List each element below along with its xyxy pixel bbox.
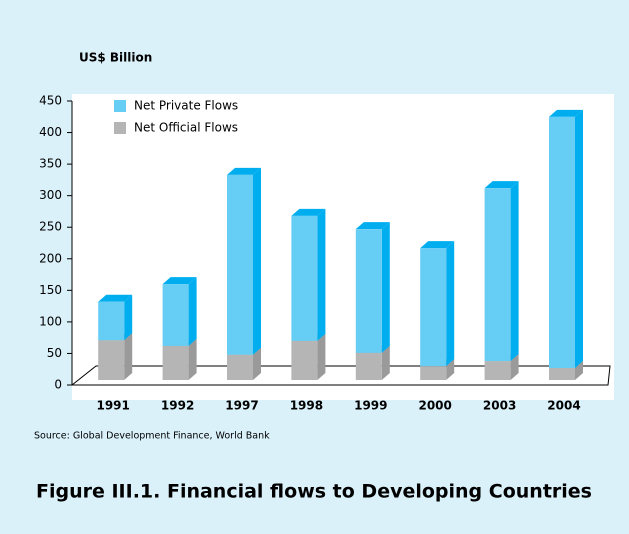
bar — [162, 345, 189, 380]
bar — [484, 361, 511, 380]
bar — [355, 352, 382, 380]
y-tick-label: 300 — [39, 188, 62, 202]
x-tick-label: 2003 — [483, 399, 516, 413]
x-tick-label: 2004 — [547, 399, 580, 413]
bar — [355, 229, 382, 353]
bar — [162, 284, 189, 346]
x-tick-label: 1999 — [354, 399, 387, 413]
bar-side — [124, 294, 133, 341]
bar-side — [381, 345, 390, 380]
x-tick-label: 1991 — [96, 399, 129, 413]
bar-side — [253, 347, 261, 380]
bar-top — [98, 294, 133, 302]
bar-side — [381, 222, 390, 353]
y-tick-label: 150 — [39, 283, 62, 297]
y-tick-label: 0 — [54, 378, 62, 392]
bar-side — [446, 241, 455, 367]
bar — [291, 340, 318, 380]
bar-side — [188, 338, 197, 380]
y-tick-label: 350 — [39, 157, 62, 171]
x-tick-label: 2000 — [418, 399, 451, 413]
bar-side — [575, 109, 583, 369]
bar-top — [549, 109, 583, 117]
bar — [98, 301, 125, 341]
bar — [420, 248, 447, 367]
bar-side — [446, 359, 455, 380]
bar-side — [575, 361, 583, 380]
bar-side — [188, 277, 197, 346]
y-tick-label: 200 — [39, 251, 62, 265]
y-tick-label: 50 — [47, 346, 62, 360]
bar — [227, 174, 253, 355]
legend-label: Net Private Flows — [134, 99, 238, 113]
y-tick-label: 250 — [39, 220, 62, 234]
x-tick-label: 1997 — [225, 399, 258, 413]
bar — [291, 215, 318, 341]
y-tick-label: 450 — [39, 94, 62, 108]
chart-title: Figure III.1. Financial flows to Develop… — [36, 481, 592, 503]
bar-top — [484, 181, 519, 189]
bar — [549, 116, 575, 369]
bar-top — [227, 167, 261, 175]
bar-side — [253, 167, 261, 355]
bar-side — [510, 181, 519, 362]
bar-side — [124, 333, 133, 380]
legend-swatch — [114, 100, 126, 112]
y-tick-label: 100 — [39, 314, 62, 328]
floor — [70, 365, 611, 386]
bar — [98, 340, 125, 380]
bar — [227, 354, 253, 380]
bar-top — [355, 222, 390, 230]
bar-top — [291, 208, 326, 216]
y-axis-label: US$ Billion — [79, 51, 152, 65]
source: Source: Global Development Finance, Worl… — [34, 431, 270, 442]
bar-top — [420, 241, 455, 249]
bar-top — [162, 277, 197, 285]
bar — [484, 188, 511, 362]
x-tick-label: 1992 — [161, 399, 194, 413]
y-tick-label: 400 — [39, 125, 62, 139]
bar-side — [510, 354, 519, 380]
bar — [549, 368, 575, 380]
bar-side — [317, 333, 326, 380]
bar — [420, 366, 447, 380]
x-tick-label: 1998 — [290, 399, 323, 413]
legend-label: Net Official Flows — [134, 121, 238, 135]
legend-swatch — [114, 122, 126, 134]
plot-area — [72, 94, 614, 400]
bar-side — [317, 208, 326, 341]
